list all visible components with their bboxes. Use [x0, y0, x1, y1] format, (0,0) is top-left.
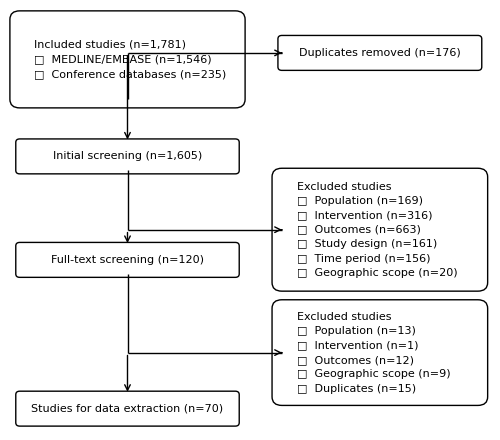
FancyBboxPatch shape — [272, 300, 488, 405]
FancyBboxPatch shape — [16, 391, 239, 426]
FancyBboxPatch shape — [278, 36, 482, 70]
Text: Full-text screening (n=120): Full-text screening (n=120) — [51, 255, 204, 265]
FancyBboxPatch shape — [16, 139, 239, 174]
FancyBboxPatch shape — [272, 168, 488, 291]
FancyBboxPatch shape — [10, 11, 245, 108]
FancyBboxPatch shape — [16, 242, 239, 277]
Text: Initial screening (n=1,605): Initial screening (n=1,605) — [53, 151, 202, 161]
Text: Included studies (n=1,781)
□  MEDLINE/EMBASE (n=1,546)
□  Conference databases (: Included studies (n=1,781) □ MEDLINE/EMB… — [34, 40, 226, 79]
Text: Excluded studies
□  Population (n=169)
□  Intervention (n=316)
□  Outcomes (n=66: Excluded studies □ Population (n=169) □ … — [296, 182, 457, 278]
Text: Excluded studies
□  Population (n=13)
□  Intervention (n=1)
□  Outcomes (n=12)
□: Excluded studies □ Population (n=13) □ I… — [296, 312, 450, 394]
Text: Duplicates removed (n=176): Duplicates removed (n=176) — [299, 48, 460, 58]
Text: Studies for data extraction (n=70): Studies for data extraction (n=70) — [32, 403, 224, 414]
